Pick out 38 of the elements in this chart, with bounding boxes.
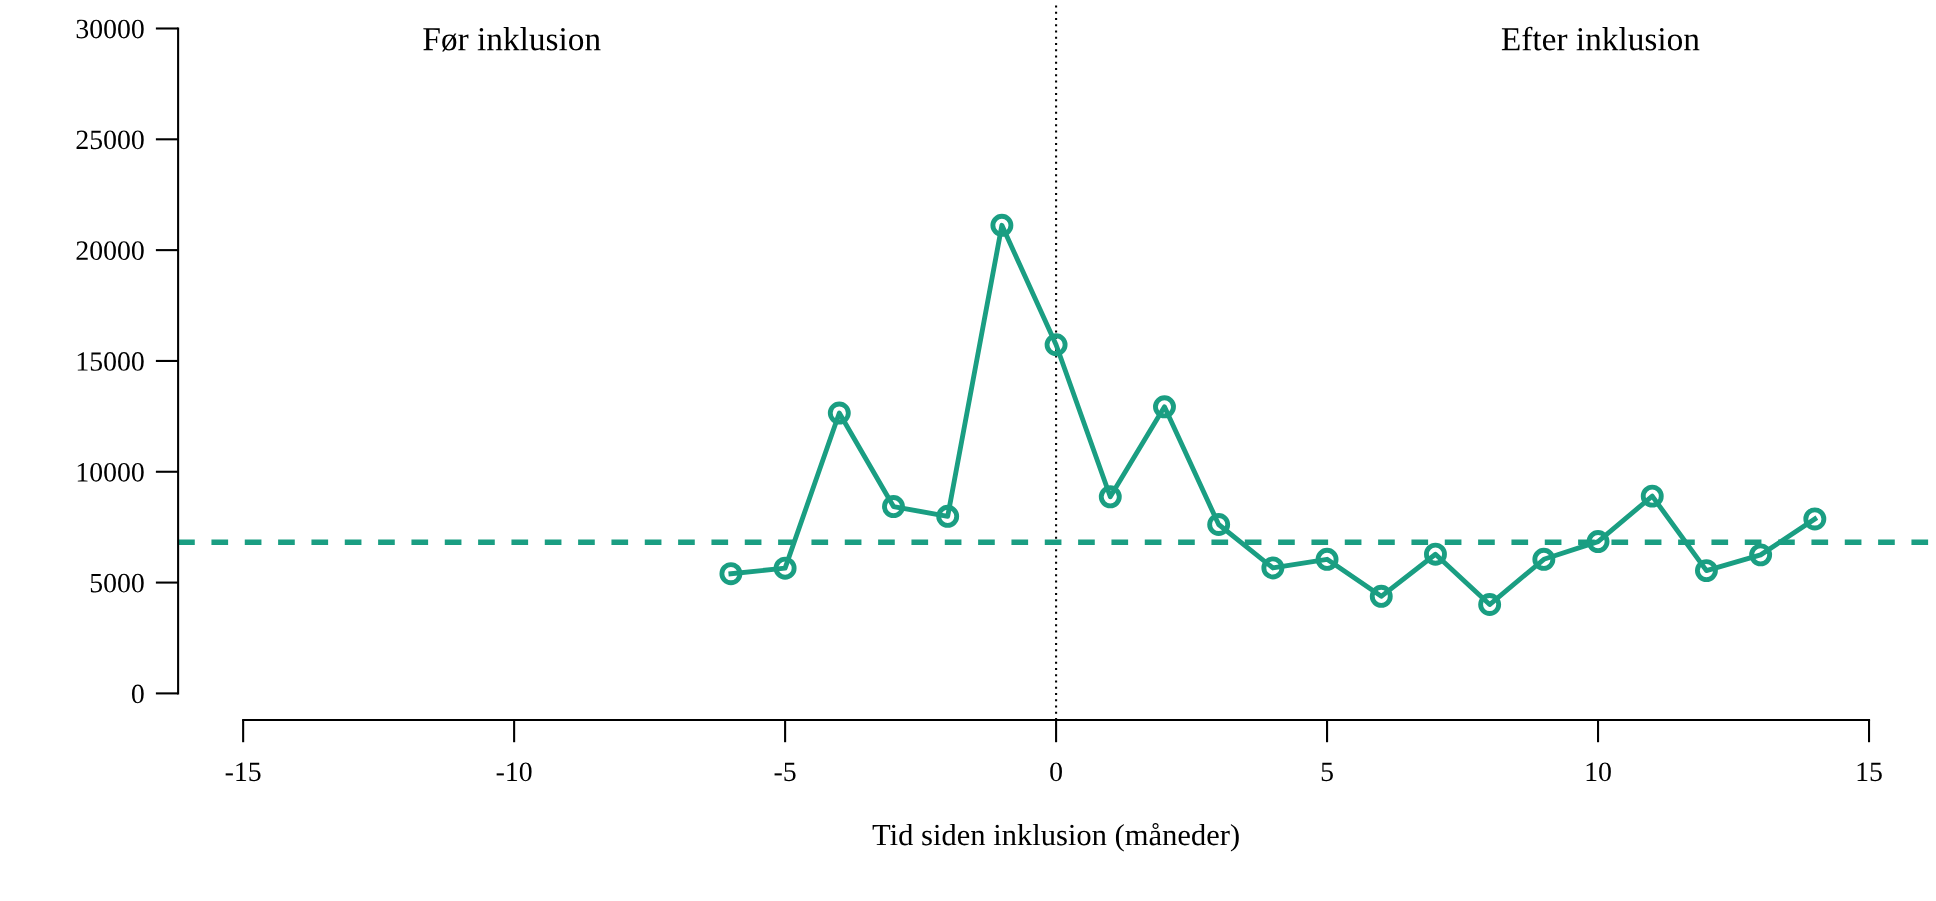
point xyxy=(719,562,743,586)
y-tick-label: 0 xyxy=(131,684,144,704)
x-tick-label: 5 xyxy=(1321,762,1333,782)
y-tick-label: 20000 xyxy=(76,241,144,261)
point xyxy=(773,556,797,580)
point xyxy=(1532,547,1556,571)
point xyxy=(1694,559,1718,583)
point xyxy=(1478,593,1502,616)
point xyxy=(936,504,960,528)
y-tick-label: 30000 xyxy=(76,19,144,39)
annotation: Før inklusion xyxy=(423,27,601,52)
point xyxy=(1369,584,1393,608)
point xyxy=(1803,507,1827,531)
point xyxy=(1749,543,1773,567)
x-tick-label: 0 xyxy=(1050,762,1062,782)
annotation: Efter inklusion xyxy=(1501,26,1700,51)
point xyxy=(827,401,851,425)
point xyxy=(1207,513,1231,536)
x-tick-label: -15 xyxy=(225,762,261,782)
point xyxy=(1640,484,1664,508)
point xyxy=(882,495,905,519)
x-tick-label: -10 xyxy=(496,762,532,782)
y-tick-label: 5000 xyxy=(90,573,144,593)
point xyxy=(1586,530,1610,554)
x-tick-label: -5 xyxy=(774,762,796,782)
y-tick-label: 25000 xyxy=(76,130,144,150)
y-tick-label: 15000 xyxy=(77,352,144,371)
point xyxy=(1315,547,1339,571)
x-axis-title: Tid siden inklusion (måneder) xyxy=(872,822,1239,852)
x-tick-label: 15 xyxy=(1857,762,1882,782)
x-tick-label: 10 xyxy=(1586,762,1611,782)
point xyxy=(1044,333,1068,357)
point xyxy=(990,213,1014,237)
point xyxy=(1261,556,1285,580)
point xyxy=(1098,485,1122,509)
y-tick-label: 10000 xyxy=(77,462,144,482)
point xyxy=(1153,395,1176,419)
point xyxy=(1424,542,1447,566)
